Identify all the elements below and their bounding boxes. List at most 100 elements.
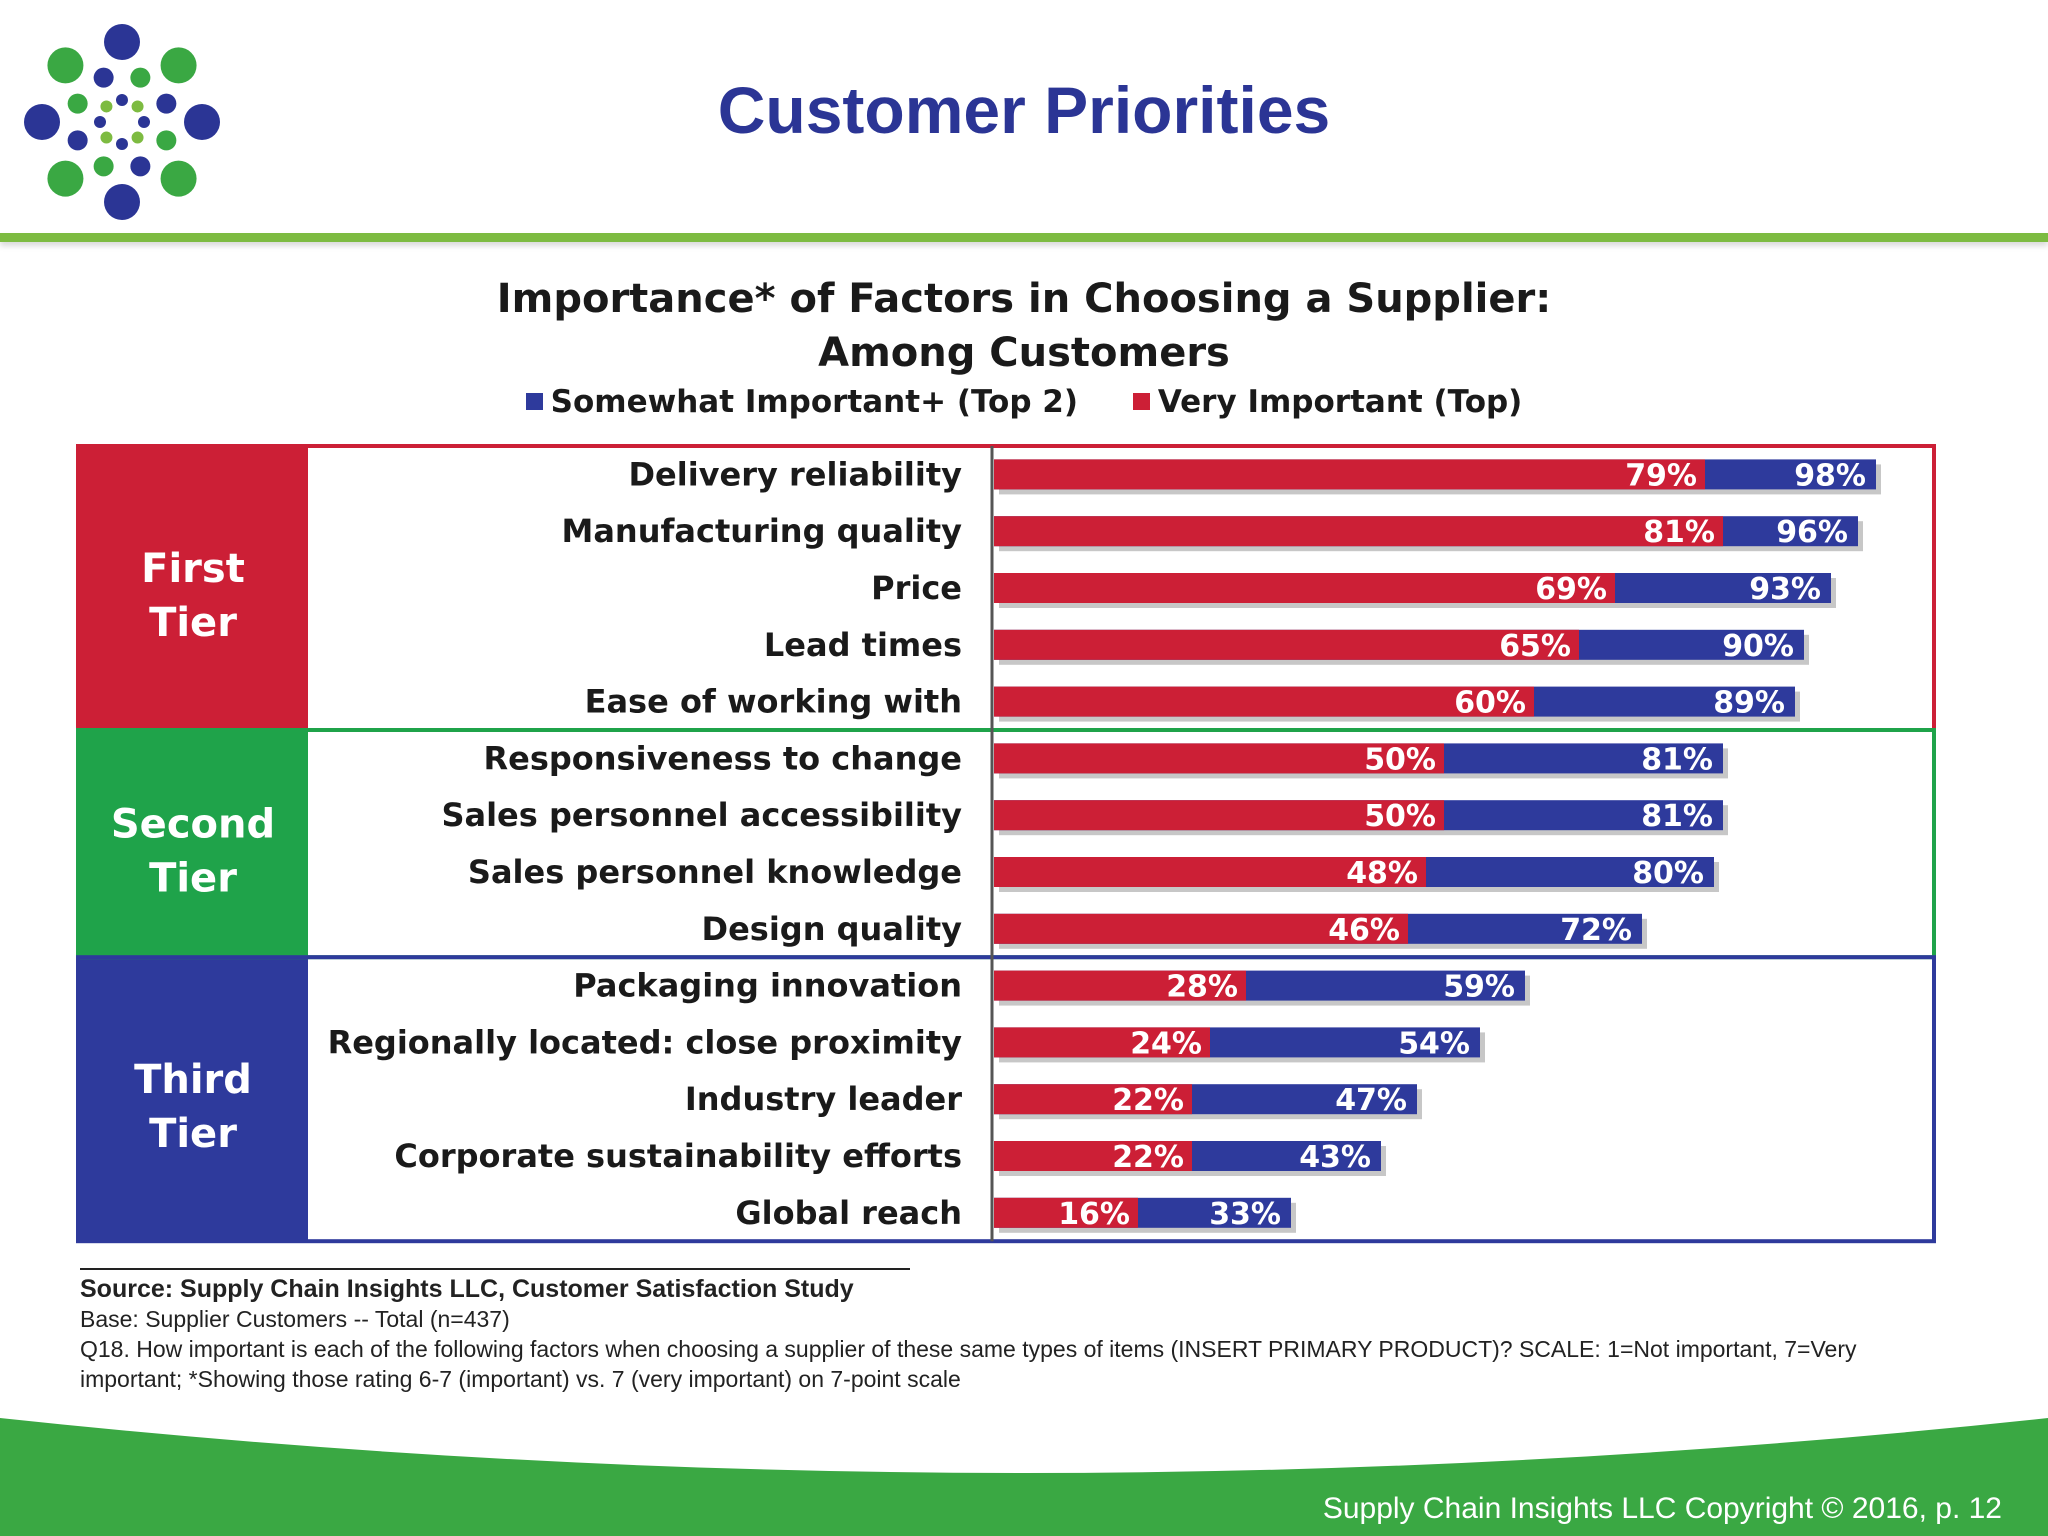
bar-very-important xyxy=(994,516,1723,547)
bar-very-important xyxy=(994,686,1534,717)
logo-dot xyxy=(100,100,113,113)
bar-very-important xyxy=(994,857,1426,887)
logo-dot xyxy=(116,94,128,106)
legend-item-top: Very Important (Top) xyxy=(1132,384,1523,420)
category-label: Industry leader xyxy=(685,1080,962,1118)
category-label: Price xyxy=(871,569,962,607)
legend-swatch-top xyxy=(1132,393,1150,410)
value-label-somewhat-important: 72% xyxy=(1560,913,1632,948)
logo-dot xyxy=(131,131,144,144)
slide-title: Customer Priorities xyxy=(717,73,1331,147)
bar-very-important xyxy=(994,629,1579,660)
question-text: Q18. How important is each of the follow… xyxy=(80,1336,1857,1392)
legend-swatch-top2 xyxy=(525,393,543,410)
tier-label-line2: Tier xyxy=(149,600,237,646)
tier-band-2 xyxy=(78,730,308,958)
bar-very-important xyxy=(994,743,1444,774)
bar-very-important xyxy=(994,1141,1192,1171)
value-label-somewhat-important: 80% xyxy=(1632,856,1704,891)
source-divider xyxy=(80,1268,910,1270)
category-label: Delivery reliability xyxy=(628,455,962,493)
bar-chart: First Tier Second Tier Third Tier Delivery re… xyxy=(76,444,1936,1244)
logo-dot xyxy=(67,93,88,114)
logo-dot xyxy=(130,156,151,177)
bar-very-important xyxy=(994,573,1615,603)
tier-label-line2: Tier xyxy=(149,1111,237,1157)
bar-very-important xyxy=(994,1084,1192,1115)
logo-dot xyxy=(116,138,128,150)
value-label-somewhat-important: 96% xyxy=(1776,515,1848,550)
category-label: Packaging innovation xyxy=(573,967,962,1005)
value-label-somewhat-important: 47% xyxy=(1335,1083,1407,1118)
logo-dot xyxy=(104,184,140,220)
category-label: Ease of working with xyxy=(585,683,962,721)
value-label-somewhat-important: 93% xyxy=(1749,572,1821,607)
logo-dot xyxy=(138,116,150,128)
bar-very-important xyxy=(994,800,1444,831)
base-text: Base: Supplier Customers -- Total (n=437… xyxy=(80,1306,510,1332)
logo-dot xyxy=(131,100,144,113)
category-label: Corporate sustainability efforts xyxy=(394,1137,962,1175)
chart-notes: Source: Supply Chain Insights LLC, Custo… xyxy=(80,1274,1880,1394)
value-label-somewhat-important: 81% xyxy=(1641,742,1713,777)
value-label-very-important: 16% xyxy=(1058,1197,1130,1232)
bar-very-important xyxy=(994,970,1246,1001)
value-label-somewhat-important: 33% xyxy=(1209,1197,1281,1232)
category-label: Sales personnel knowledge xyxy=(468,853,962,891)
logo-dot xyxy=(94,116,106,128)
value-label-very-important: 22% xyxy=(1112,1140,1184,1175)
tier-band-1 xyxy=(78,446,308,730)
logo-dot xyxy=(130,67,151,88)
company-logo-icon xyxy=(24,24,220,220)
value-label-somewhat-important: 81% xyxy=(1641,799,1713,834)
category-label: Global reach xyxy=(735,1194,962,1232)
header-divider xyxy=(0,233,2048,242)
value-label-very-important: 50% xyxy=(1364,742,1436,777)
chart-title-line: Importance* of Factors in Choosing a Sup… xyxy=(496,276,1552,322)
category-label: Sales personnel accessibility xyxy=(441,796,962,834)
tier-label-line1: First xyxy=(141,546,245,592)
category-label: Design quality xyxy=(702,910,963,948)
logo-dot xyxy=(160,160,197,197)
logo-dot xyxy=(47,47,84,84)
category-label: Regionally located: close proximity xyxy=(328,1023,963,1061)
chart-title: Importance* of Factors in Choosing a Sup… xyxy=(0,272,2048,380)
value-label-very-important: 22% xyxy=(1112,1083,1184,1118)
logo-dot xyxy=(93,156,114,177)
value-label-very-important: 50% xyxy=(1364,799,1436,834)
tier-frame-3 xyxy=(76,955,1936,1244)
bar-very-important xyxy=(994,459,1705,490)
legend-item-top2: Somewhat Important+ (Top 2) xyxy=(525,384,1079,420)
tier-label-line1: Third xyxy=(134,1057,252,1103)
value-label-somewhat-important: 98% xyxy=(1794,458,1866,493)
logo-dot xyxy=(100,131,113,144)
logo-dot xyxy=(47,160,84,197)
legend-label-top2: Somewhat Important+ (Top 2) xyxy=(550,384,1079,420)
logo-dot xyxy=(156,93,177,114)
chart-legend: Somewhat Important+ (Top 2) Very Importa… xyxy=(0,384,2048,420)
logo-dot xyxy=(156,130,177,151)
logo-dot xyxy=(93,67,114,88)
bar-very-important xyxy=(994,1027,1210,1058)
value-label-very-important: 81% xyxy=(1643,515,1715,550)
copyright-text: Supply Chain Insights LLC Copyright © 20… xyxy=(1322,1492,2002,1525)
value-label-very-important: 46% xyxy=(1328,913,1400,948)
value-label-somewhat-important: 90% xyxy=(1722,629,1794,664)
value-label-very-important: 69% xyxy=(1535,572,1607,607)
category-label: Lead times xyxy=(764,626,962,664)
category-label: Manufacturing quality xyxy=(561,512,962,550)
logo-dot xyxy=(104,24,140,60)
value-label-very-important: 28% xyxy=(1166,970,1238,1005)
value-label-somewhat-important: 54% xyxy=(1398,1026,1470,1061)
category-label: Responsiveness to change xyxy=(483,739,962,777)
tier-band-3 xyxy=(78,957,308,1242)
value-label-very-important: 24% xyxy=(1130,1026,1202,1061)
value-label-very-important: 60% xyxy=(1454,686,1526,721)
value-label-very-important: 48% xyxy=(1346,856,1418,891)
bar-very-important xyxy=(994,1197,1138,1228)
legend-label-top: Very Important (Top) xyxy=(1157,384,1523,420)
value-label-somewhat-important: 59% xyxy=(1443,970,1515,1005)
value-label-somewhat-important: 89% xyxy=(1713,686,1785,721)
chart-subtitle: Among Customers xyxy=(818,330,1230,376)
tier-label-line2: Tier xyxy=(149,856,237,902)
